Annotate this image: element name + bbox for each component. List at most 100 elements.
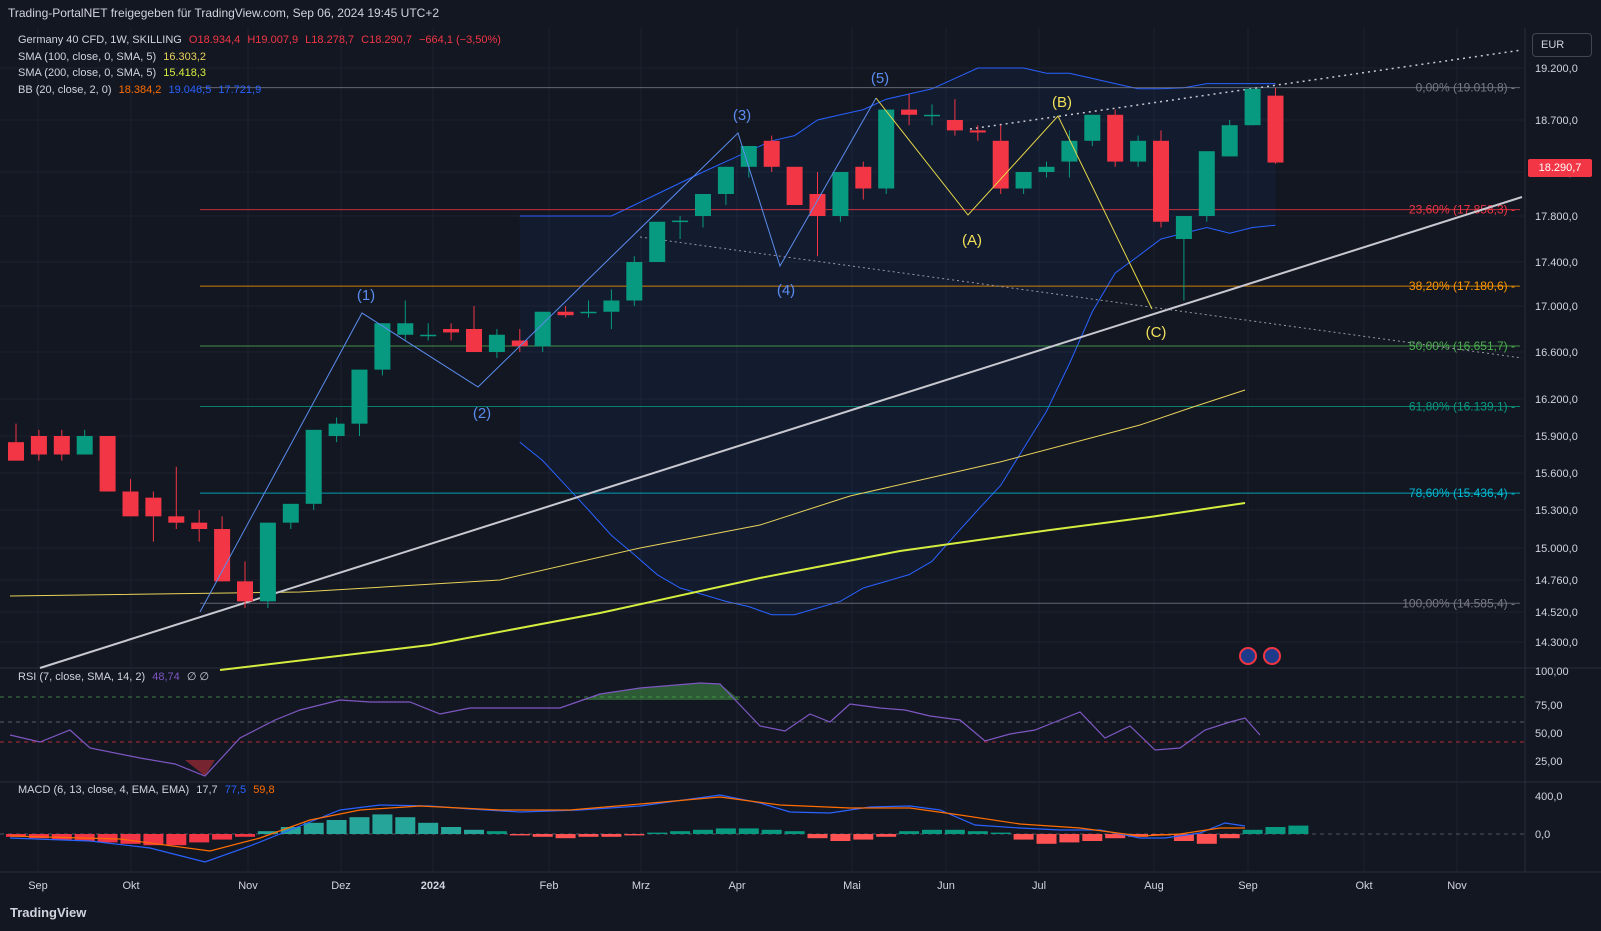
macd-histogram-bar <box>235 834 255 837</box>
candle[interactable] <box>763 135 780 172</box>
candle[interactable] <box>557 306 574 318</box>
wave-label: (A) <box>962 232 982 249</box>
candle[interactable] <box>1084 114 1101 146</box>
candle-body <box>443 329 460 333</box>
candle[interactable] <box>580 300 597 318</box>
macd-histogram-bar <box>1288 825 1309 834</box>
candle[interactable] <box>672 216 689 239</box>
fib-level-label: 100,00% (14.585,4) - <box>1402 596 1515 610</box>
candle[interactable] <box>832 172 849 222</box>
candle-body <box>1244 88 1261 126</box>
macd-histogram-bar <box>349 817 370 834</box>
candle[interactable] <box>855 161 872 200</box>
candle[interactable] <box>99 436 116 492</box>
rsi-line <box>9 682 1261 777</box>
candle[interactable] <box>1153 130 1169 228</box>
candle[interactable] <box>992 125 1009 194</box>
candle[interactable] <box>168 466 185 529</box>
candle[interactable] <box>191 510 208 542</box>
candle[interactable] <box>603 289 620 330</box>
macd-histogram-bar <box>670 831 691 834</box>
candle-body <box>626 262 643 301</box>
candle[interactable] <box>397 300 414 341</box>
legend-sma200-row[interactable]: SMA (200, close, 0, SMA, 5) 15.418,3 <box>18 67 210 79</box>
candle[interactable] <box>1015 172 1032 194</box>
candle-body <box>717 166 734 194</box>
candle[interactable] <box>374 323 391 376</box>
legend-rsi-row[interactable]: RSI (7, close, SMA, 14, 2) 48,74 ∅ ∅ <box>18 670 213 683</box>
candle[interactable] <box>878 109 895 194</box>
candle-body <box>969 130 986 133</box>
candle[interactable] <box>8 423 24 461</box>
time-axis-label: Aug <box>1144 880 1164 892</box>
legend-sma100-row[interactable]: SMA (100, close, 0, SMA, 5) 16.303,2 <box>18 51 210 63</box>
candle[interactable] <box>420 323 437 341</box>
candle[interactable] <box>1107 109 1124 167</box>
candle[interactable] <box>145 491 162 542</box>
candle[interactable] <box>1244 88 1261 126</box>
currency-selector[interactable]: EUR <box>1532 33 1592 57</box>
candle[interactable] <box>649 221 666 262</box>
candle[interactable] <box>1175 216 1192 301</box>
candle[interactable] <box>511 329 528 352</box>
legend-macd-row[interactable]: MACD (6, 13, close, 4, EMA, EMA) 17,7 77… <box>18 784 279 796</box>
macd-histogram-bar <box>738 828 759 834</box>
macd-histogram-bar <box>418 822 439 834</box>
candle[interactable] <box>695 194 711 228</box>
candle-body <box>786 166 803 205</box>
candle-body <box>603 300 620 312</box>
candle[interactable] <box>786 166 803 205</box>
candle[interactable] <box>626 256 643 306</box>
candle[interactable] <box>76 429 93 455</box>
price-axis-label: 14.520,0 <box>1535 607 1578 619</box>
candle[interactable] <box>443 323 460 341</box>
candles-group <box>8 87 1284 608</box>
candle[interactable] <box>1038 161 1055 178</box>
candle[interactable] <box>740 146 757 178</box>
candle[interactable] <box>809 172 826 257</box>
candle[interactable] <box>717 166 734 205</box>
bb-upper-line <box>519 67 1276 217</box>
legend-bb-row[interactable]: BB (20, close, 2, 0) 18.384,2 19.046,5 1… <box>18 84 265 96</box>
candle-body <box>145 497 162 517</box>
candle[interactable] <box>259 522 276 608</box>
candle[interactable] <box>30 429 47 461</box>
candle[interactable] <box>351 369 368 436</box>
tradingview-logo[interactable]: TradingView <box>10 905 87 920</box>
candle-body <box>328 423 345 436</box>
macd-histogram-bar <box>715 828 736 834</box>
candle[interactable] <box>282 503 299 529</box>
candle[interactable] <box>1267 87 1284 164</box>
candle[interactable] <box>53 429 70 461</box>
candle[interactable] <box>1130 135 1147 167</box>
candle-body <box>305 429 322 504</box>
legend-rsi-label: RSI (7, close, SMA, 14, 2) <box>18 671 146 683</box>
candle[interactable] <box>969 125 986 141</box>
candle-body <box>763 140 780 167</box>
candle-body <box>53 436 70 455</box>
price-axis-label: 15.000,0 <box>1535 543 1578 555</box>
candle[interactable] <box>1198 151 1215 222</box>
candle[interactable] <box>924 104 940 126</box>
candle[interactable] <box>1221 120 1238 157</box>
legend-macd-signal: 59,8 <box>253 784 275 796</box>
candle[interactable] <box>237 561 253 608</box>
legend-symbol-row: Germany 40 CFD, 1W, SKILLING O18.934,4 H… <box>18 34 505 46</box>
candle[interactable] <box>305 429 322 510</box>
fib-level-label: 61,80% (16.139,1) - <box>1409 400 1515 414</box>
macd-histogram-bar <box>1036 834 1057 844</box>
candle[interactable] <box>488 329 505 358</box>
trendline-dotted <box>639 236 1523 359</box>
candle[interactable] <box>1061 130 1078 178</box>
macd-histogram-bar <box>1082 834 1103 841</box>
candle-body <box>511 340 528 347</box>
legend-sma100-label: SMA (100, close, 0, SMA, 5) <box>18 51 157 63</box>
candle[interactable] <box>901 94 918 126</box>
candle[interactable] <box>946 99 963 136</box>
candle[interactable] <box>328 417 345 443</box>
candle-body <box>672 220 689 223</box>
candle[interactable] <box>466 306 482 352</box>
candle[interactable] <box>122 479 139 517</box>
fib-level-label: 50,00% (16.651,7) - <box>1409 339 1515 353</box>
